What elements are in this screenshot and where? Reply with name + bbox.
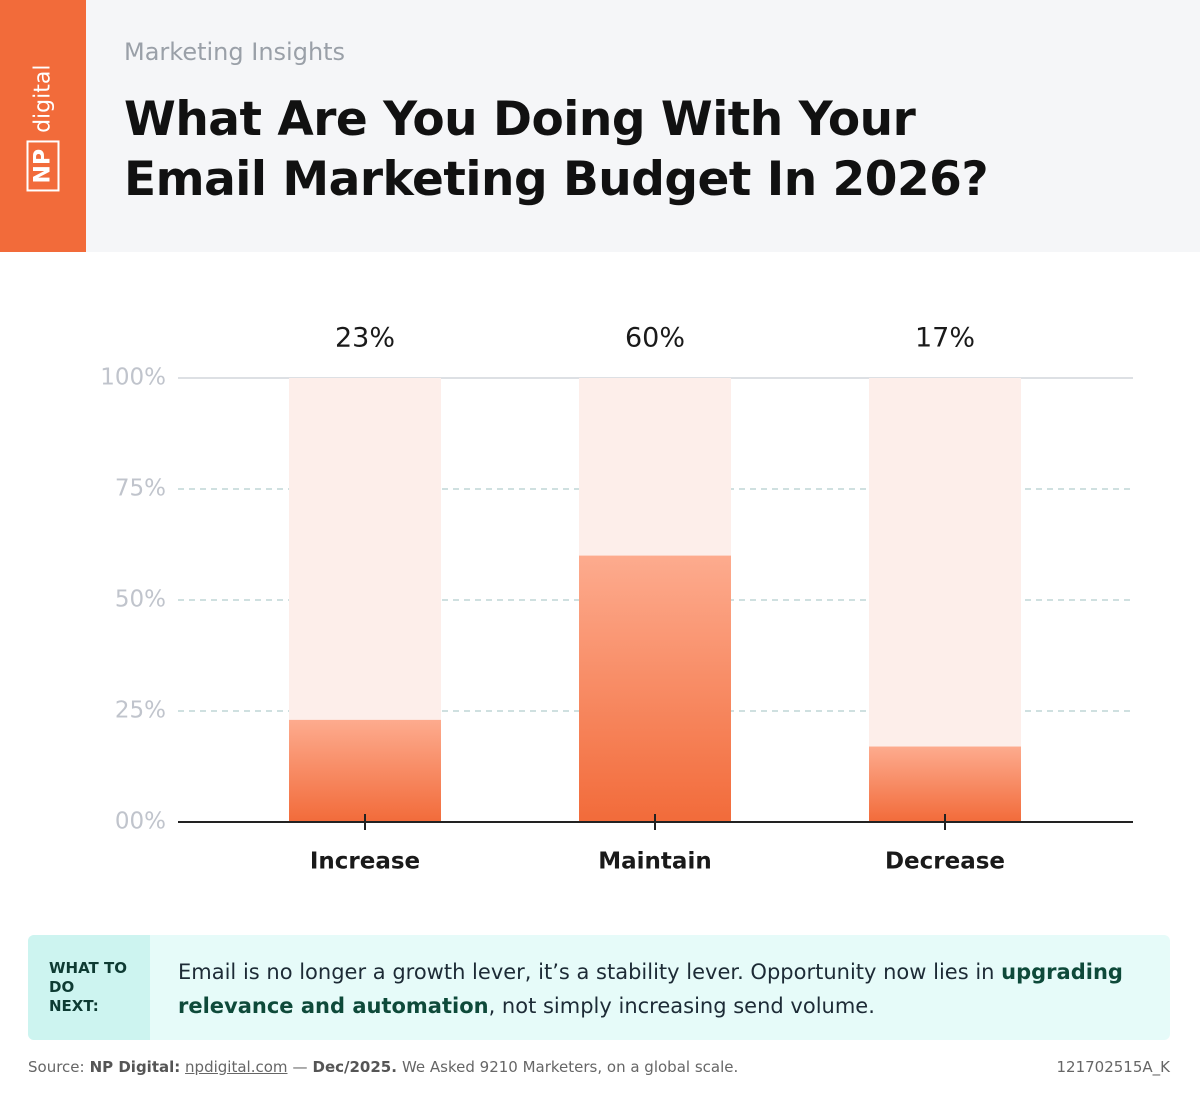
value-label: 60% bbox=[625, 323, 685, 354]
source-link[interactable]: npdigital.com bbox=[185, 1058, 288, 1076]
y-tick-label: 75% bbox=[115, 476, 166, 502]
y-tick-label: 25% bbox=[115, 698, 166, 724]
y-tick-label: 100% bbox=[100, 365, 166, 391]
header bbox=[0, 0, 1200, 252]
value-label: 17% bbox=[915, 323, 975, 354]
title: What Are You Doing With Your Email Market… bbox=[124, 90, 989, 210]
value-label: 23% bbox=[335, 323, 395, 354]
footer: Source: NP Digital: npdigital.com — Dec/202… bbox=[28, 1058, 743, 1076]
callout-text: Email is no longer a growth lever, it’s … bbox=[178, 955, 1138, 1023]
x-tick-label: Decrease bbox=[885, 849, 1005, 875]
callout-text-after: , not simply increasing send volume. bbox=[488, 994, 875, 1018]
date: Dec/2025. bbox=[312, 1058, 397, 1076]
title-line: Email Marketing Budget In 2026? bbox=[124, 152, 989, 207]
publisher: NP Digital: bbox=[89, 1058, 181, 1076]
code: 121702515A_K bbox=[1056, 1058, 1171, 1076]
kicker: Marketing Insights bbox=[124, 38, 346, 66]
callout-label: WHAT TO DO NEXT: bbox=[49, 959, 127, 1015]
bar bbox=[289, 719, 441, 822]
source-label: Source: bbox=[28, 1058, 85, 1076]
bar bbox=[579, 555, 731, 822]
y-tick-label: 00% bbox=[115, 809, 166, 835]
callout-text-bold: upgrading relevance and automation bbox=[178, 960, 1123, 1018]
y-tick-label: 50% bbox=[115, 587, 166, 613]
separator: — bbox=[292, 1058, 308, 1076]
title-line: What Are You Doing With Your bbox=[124, 92, 916, 147]
callout bbox=[28, 935, 1170, 1040]
callout-text-before: Email is no longer a growth lever, it’s … bbox=[178, 960, 995, 984]
x-tick-label: Maintain bbox=[598, 849, 711, 875]
brand-stripe bbox=[0, 0, 86, 252]
x-tick-label: Increase bbox=[310, 849, 420, 875]
callout-label-box: WHAT TO DO NEXT: bbox=[28, 935, 150, 1040]
bar bbox=[869, 746, 1021, 822]
note: We Asked 9210 Marketers, on a global sca… bbox=[401, 1058, 739, 1076]
